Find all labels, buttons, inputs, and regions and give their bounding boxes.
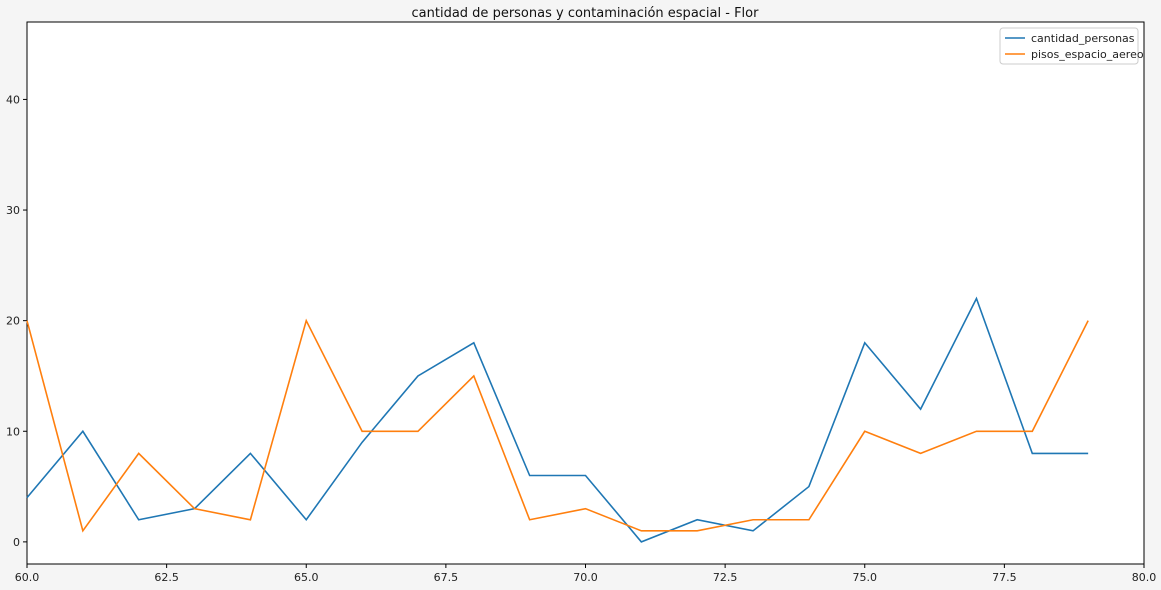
legend: cantidad_personas pisos_espacio_aereo	[999, 27, 1144, 65]
x-axis: 60.0 62.5 65.0 67.5 70.0 72.5 75.0 77.5 80.0	[15, 564, 1157, 584]
y-tick-label: 0	[13, 536, 20, 549]
x-tick-label: 75.0	[853, 571, 878, 584]
legend-box	[999, 27, 1139, 65]
x-tick-label: 77.5	[992, 571, 1017, 584]
y-tick-label: 10	[6, 425, 20, 438]
x-tick-label: 65.0	[294, 571, 319, 584]
y-tick-label: 30	[6, 204, 20, 217]
series-layer	[26, 296, 1089, 543]
x-tick-label: 60.0	[15, 571, 40, 584]
y-tick-label: 40	[6, 93, 20, 106]
series-line-pisos-espacio-aereo	[26, 318, 1089, 533]
legend-label-pisos-espacio-aereo: pisos_espacio_aereo	[1031, 48, 1144, 61]
legend-label-cantidad-personas: cantidad_personas	[1031, 32, 1135, 45]
x-tick-label: 67.5	[434, 571, 459, 584]
x-tick-label: 70.0	[573, 571, 598, 584]
y-axis: 0 10 20 30 40	[6, 93, 27, 549]
y-tick-label: 20	[6, 315, 20, 328]
x-tick-label: 80.0	[1132, 571, 1157, 584]
plot-area	[26, 21, 1145, 565]
x-tick-label: 62.5	[154, 571, 179, 584]
series-line-cantidad-personas	[26, 296, 1089, 543]
x-tick-label: 72.5	[713, 571, 738, 584]
chart-title: cantidad de personas y contaminación esp…	[412, 6, 760, 21]
